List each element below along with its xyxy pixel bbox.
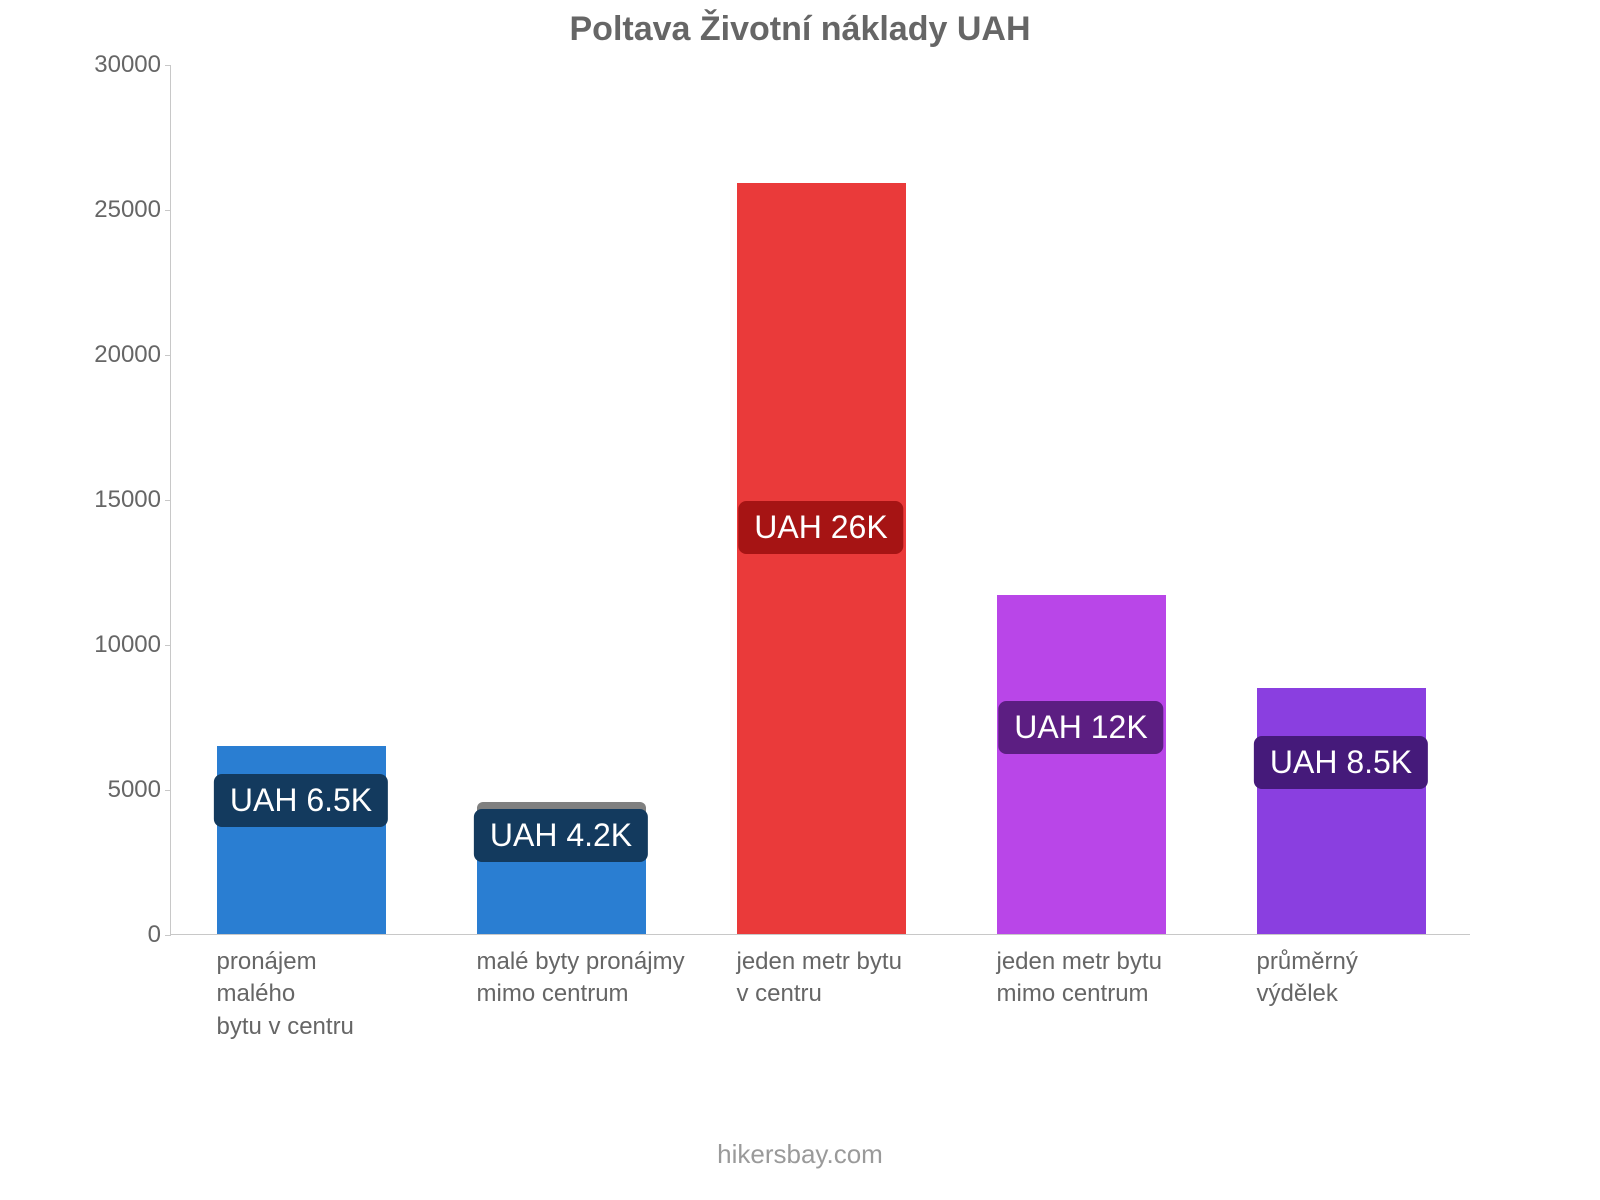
bar [1257, 688, 1426, 935]
bar-group: UAH 8.5Kprůměrný výdělek [1257, 64, 1426, 934]
x-axis-category-label: jeden metr bytu mimo centrum [997, 946, 1257, 1011]
chart-container: Poltava Životní náklady UAH 050001000015… [80, 10, 1520, 1110]
bar-value-badge: UAH 12K [998, 701, 1163, 754]
bar-value-badge: UAH 6.5K [214, 774, 388, 827]
chart-title: Poltava Životní náklady UAH [80, 10, 1520, 49]
bar-value-badge: UAH 26K [738, 501, 903, 554]
bar-group: UAH 26Kjeden metr bytu v centru [737, 64, 906, 934]
chart-footer: hikersbay.com [0, 1139, 1600, 1170]
y-axis-tick-label: 15000 [81, 486, 161, 514]
bar-group: UAH 12Kjeden metr bytu mimo centrum [997, 64, 1166, 934]
y-axis-tick-label: 5000 [81, 776, 161, 804]
x-axis-category-label: malé byty pronájmy mimo centrum [477, 946, 737, 1011]
y-axis-tick-label: 30000 [81, 51, 161, 79]
bar-value-badge: UAH 8.5K [1254, 736, 1428, 789]
x-axis-category-label: průměrný výdělek [1257, 946, 1517, 1011]
y-axis-tick-label: 10000 [81, 631, 161, 659]
bar-group: UAH 6.5Kpronájem malého bytu v centru [217, 64, 386, 934]
bar [997, 595, 1166, 934]
x-axis-category-label: jeden metr bytu v centru [737, 946, 997, 1011]
bar-value-badge: UAH 4.2K [474, 809, 648, 862]
x-axis-category-label: pronájem malého bytu v centru [217, 946, 477, 1043]
y-axis-tick-label: 25000 [81, 196, 161, 224]
bar-group: UAH 4.2Kmalé byty pronájmy mimo centrum [477, 64, 646, 934]
bar [737, 183, 906, 934]
plot-area: 050001000015000200002500030000UAH 6.5Kpr… [170, 65, 1470, 935]
y-axis-tick-label: 20000 [81, 341, 161, 369]
y-axis-tick-label: 0 [81, 921, 161, 949]
